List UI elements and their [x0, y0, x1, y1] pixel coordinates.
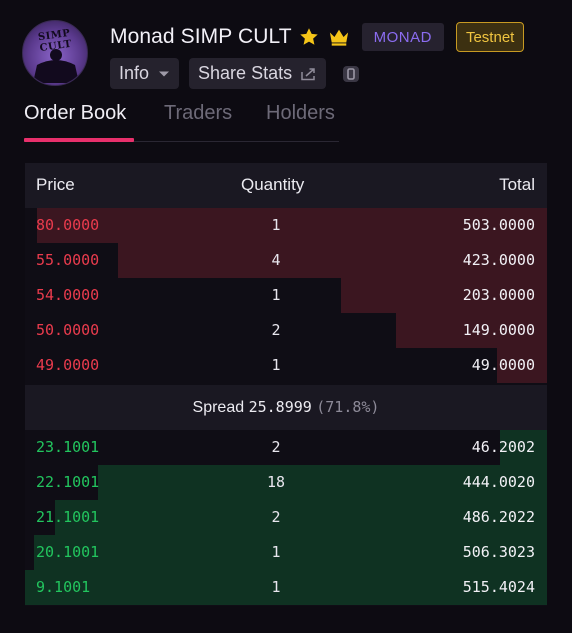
- bid-price: 23.1001: [36, 438, 100, 456]
- ask-price: 54.0000: [36, 286, 100, 304]
- tab-bar: Order Book Traders Holders: [24, 98, 339, 142]
- active-tab-indicator: [24, 138, 134, 142]
- token-avatar: SIMP CULT: [22, 20, 88, 86]
- bid-total: 515.4024: [462, 578, 535, 596]
- ask-row[interactable]: 49.0000 1 49.0000: [25, 348, 547, 383]
- ask-total: 503.0000: [462, 216, 535, 234]
- ask-depth-bar: [341, 278, 547, 313]
- toolbar: Info Share Stats: [110, 58, 360, 89]
- ask-total: 149.0000: [462, 321, 535, 339]
- share-stats-label: Share Stats: [198, 63, 293, 83]
- ask-depth-bar: [497, 348, 547, 383]
- title-row: Monad SIMP CULT MONAD Testnet: [110, 22, 525, 52]
- info-label: Info: [119, 63, 150, 83]
- ask-price: 80.0000: [36, 216, 100, 234]
- bid-price: 21.1001: [36, 508, 100, 526]
- column-quantity: Quantity: [241, 175, 305, 194]
- ask-quantity: 1: [271, 286, 281, 304]
- ask-quantity: 4: [271, 251, 281, 269]
- bid-row[interactable]: 9.1001 1 515.4024: [25, 570, 547, 605]
- bid-price: 20.1001: [36, 543, 100, 561]
- token-name: Monad SIMP CULT: [110, 25, 292, 48]
- ask-total: 49.0000: [471, 356, 535, 374]
- bid-total: 506.3023: [462, 543, 535, 561]
- bid-depth-bar: [25, 570, 547, 605]
- order-book-header: Price Quantity Total: [25, 163, 547, 208]
- bid-depth-bar: [97, 465, 547, 500]
- crown-icon: [329, 29, 348, 46]
- bid-row[interactable]: 23.1001 2 46.2002: [25, 430, 547, 465]
- bid-depth-bar: [500, 430, 547, 465]
- ask-price: 49.0000: [36, 356, 100, 374]
- avatar-figure-icon: [33, 49, 79, 83]
- ask-quantity: 1: [271, 216, 281, 234]
- ask-price: 55.0000: [36, 251, 100, 269]
- ask-quantity: 2: [271, 321, 281, 339]
- info-square-icon[interactable]: [342, 64, 360, 84]
- ask-total: 203.0000: [462, 286, 535, 304]
- bid-price: 9.1001: [36, 578, 91, 596]
- tab-order-book[interactable]: Order Book: [24, 102, 127, 124]
- spread-row: Spread 25.8999 (71.8%): [25, 385, 547, 430]
- bid-row[interactable]: 21.1001 2 486.2022: [25, 500, 547, 535]
- share-stats-button[interactable]: Share Stats: [189, 58, 327, 89]
- bid-quantity: 1: [271, 543, 281, 561]
- spread-percent: (71.8%): [316, 398, 380, 416]
- order-book: Price Quantity Total 80.0000 1 503.0000 55.…: [25, 163, 547, 606]
- ask-depth-bar: [37, 208, 547, 243]
- spread-label: Spread: [192, 399, 245, 416]
- bid-total: 46.2002: [471, 438, 535, 456]
- ask-price: 50.0000: [36, 321, 100, 339]
- bid-row[interactable]: 20.1001 1 506.3023: [25, 535, 547, 570]
- tab-holders[interactable]: Holders: [266, 102, 335, 124]
- ask-depth-bar: [118, 243, 547, 278]
- network-badge: MONAD: [361, 23, 444, 51]
- token-header: SIMP CULT Monad SIMP CULT MONAD Testnet …: [22, 20, 552, 90]
- ask-row[interactable]: 50.0000 2 149.0000: [25, 313, 547, 348]
- ask-row[interactable]: 55.0000 4 423.0000: [25, 243, 547, 278]
- bid-total: 444.0020: [462, 473, 535, 491]
- info-dropdown-button[interactable]: Info: [110, 58, 180, 89]
- bid-depth-bar: [54, 500, 547, 535]
- bid-price: 22.1001: [36, 473, 100, 491]
- bid-quantity: 2: [271, 438, 281, 456]
- ask-quantity: 1: [271, 356, 281, 374]
- column-total: Total: [499, 175, 535, 194]
- chevron-down-icon: [159, 71, 170, 76]
- bid-quantity: 2: [271, 508, 281, 526]
- star-icon[interactable]: [298, 26, 320, 48]
- tab-traders[interactable]: Traders: [164, 102, 233, 124]
- spread-value: 25.8999: [248, 398, 312, 416]
- bid-quantity: 18: [266, 473, 286, 491]
- bid-total: 486.2022: [462, 508, 535, 526]
- column-price: Price: [36, 175, 75, 194]
- ask-total: 423.0000: [462, 251, 535, 269]
- bid-row[interactable]: 22.1001 18 444.0020: [25, 465, 547, 500]
- external-link-icon: [301, 67, 315, 80]
- ask-depth-bar: [396, 313, 547, 348]
- testnet-badge: Testnet: [455, 22, 525, 52]
- ask-row[interactable]: 80.0000 1 503.0000: [25, 208, 547, 243]
- bid-depth-bar: [34, 535, 547, 570]
- ask-row[interactable]: 54.0000 1 203.0000: [25, 278, 547, 313]
- bid-quantity: 1: [271, 578, 281, 596]
